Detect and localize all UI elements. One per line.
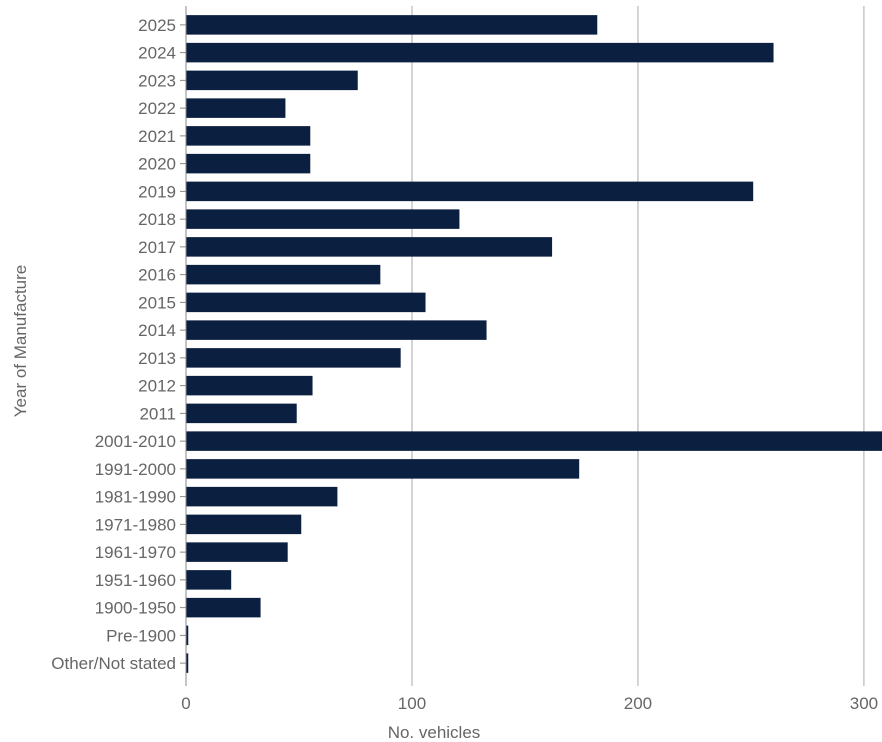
y-tick-label: 1900-1950 (95, 599, 176, 618)
x-axis-title: No. vehicles (388, 723, 481, 742)
bar (186, 486, 338, 507)
axes (180, 6, 187, 686)
bar (186, 431, 882, 451)
x-tick-label: 0 (181, 694, 190, 713)
bar (186, 348, 401, 368)
bar (186, 514, 302, 535)
bar (186, 570, 232, 590)
y-tick-label: 1971-1980 (95, 515, 176, 534)
x-tick-label: 300 (850, 694, 878, 713)
y-axis-title: Year of Manufacture (11, 265, 30, 417)
y-tick-label: 2015 (138, 293, 176, 312)
bar (186, 70, 358, 91)
y-tick-label: 2011 (139, 404, 176, 423)
bar (186, 375, 313, 396)
y-tick-label: 2020 (138, 155, 176, 174)
y-tick-label: 1991-2000 (95, 460, 176, 479)
y-tick-label: 2001-2010 (95, 432, 176, 451)
tick-labels: 0 100 200 300 2025 2024 2023 2022 2021 2020 2019 20… (51, 16, 878, 713)
bar (186, 653, 189, 673)
y-tick-label: 2023 (138, 71, 176, 90)
bar (186, 625, 189, 646)
y-tick-label: 2022 (138, 99, 176, 118)
bar (186, 181, 754, 202)
y-tick-label: 1961-1970 (95, 543, 176, 562)
bar (186, 542, 288, 562)
bar (186, 98, 286, 118)
y-tick-label: 2021 (138, 127, 176, 146)
y-tick-label: 2025 (138, 16, 176, 35)
bar (186, 42, 774, 63)
bar (186, 320, 487, 340)
y-tick-label: Pre-1900 (106, 626, 176, 645)
gridlines (411, 6, 865, 686)
y-tick-label: 1981-1990 (95, 488, 176, 507)
y-tick-label: 2012 (138, 377, 176, 396)
bar (186, 209, 460, 229)
bar (186, 15, 598, 35)
bar (186, 237, 553, 257)
x-tick-label: 100 (398, 694, 426, 713)
bar (186, 153, 311, 174)
y-tick-label: 2013 (138, 349, 176, 368)
y-tick-label: 2016 (138, 266, 176, 285)
y-tick-label: 1951-1960 (95, 571, 176, 590)
y-tick-label: 2024 (138, 44, 176, 63)
bar (186, 459, 580, 479)
y-tick-label: 2017 (138, 238, 176, 257)
bar (186, 292, 426, 313)
bar (186, 264, 381, 285)
y-tick-label: Other/Not stated (51, 654, 176, 673)
bars (186, 15, 882, 673)
bar (186, 597, 261, 618)
y-tick-label: 2019 (138, 182, 176, 201)
y-tick-label: 2014 (138, 321, 176, 340)
bar (186, 126, 311, 146)
x-tick-label: 200 (624, 694, 652, 713)
y-tick-label: 2018 (138, 210, 176, 229)
bar (186, 403, 297, 424)
